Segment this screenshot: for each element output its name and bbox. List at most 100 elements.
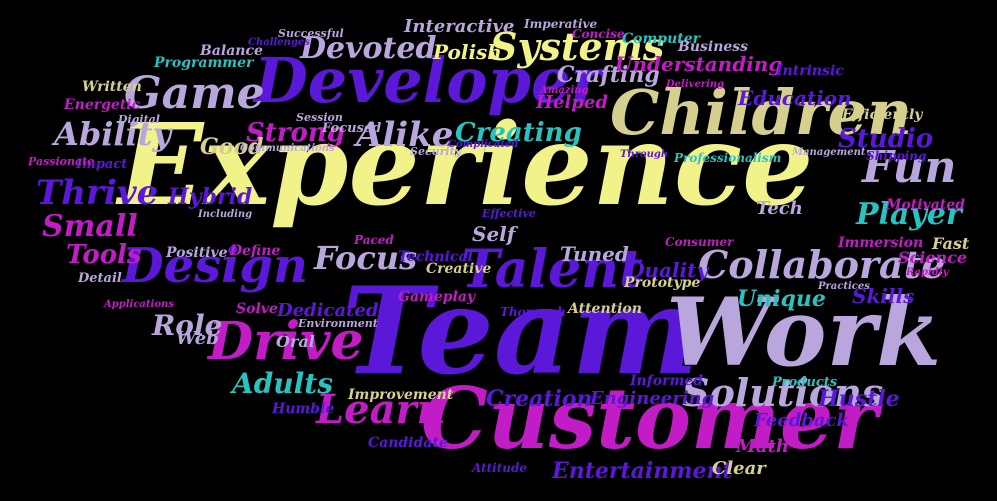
word-digital: Digital bbox=[118, 113, 160, 126]
word-security: Security bbox=[410, 145, 462, 158]
word-math: Math bbox=[736, 436, 789, 457]
word-skills: Skills bbox=[852, 284, 915, 308]
word-science: Science bbox=[898, 248, 968, 267]
word-imperative: Imperative bbox=[524, 17, 598, 31]
word-humble: Humble bbox=[272, 401, 335, 417]
word-amazing: Amazing bbox=[540, 85, 589, 96]
word-computer: Computer bbox=[622, 31, 701, 47]
word-paced: Paced bbox=[354, 233, 394, 247]
word-adults: Adults bbox=[232, 367, 333, 400]
word-developer: Developer bbox=[254, 44, 604, 117]
word-role: Role bbox=[152, 309, 223, 342]
word-passionate: Passionate bbox=[28, 155, 95, 168]
word-improvement: Improvement bbox=[348, 387, 454, 403]
word-successful: Successful bbox=[278, 27, 344, 40]
word-practices: Practices bbox=[818, 281, 870, 292]
word-customer: Customer bbox=[421, 369, 878, 468]
word-fast: Fast bbox=[932, 234, 970, 253]
word-communications: Communications bbox=[240, 143, 335, 154]
word-tech: Tech bbox=[756, 198, 803, 219]
word-systems: Systems bbox=[490, 24, 665, 69]
word-polish: Polish bbox=[433, 40, 502, 64]
word-good: Good bbox=[200, 134, 264, 160]
word-informed: Informed bbox=[630, 373, 703, 389]
word-studio: Studio bbox=[838, 124, 934, 154]
word-thorough: Thorough bbox=[500, 305, 566, 319]
word-written: Written bbox=[82, 79, 142, 95]
word-design: Design bbox=[122, 238, 308, 294]
word-creative: Creative bbox=[426, 261, 492, 277]
word-efficiently: Efficiently bbox=[842, 107, 923, 123]
word-creation: Creation bbox=[486, 386, 593, 412]
word-clear: Clear bbox=[712, 458, 766, 479]
word-understanding: Understanding bbox=[615, 52, 783, 76]
word-education: Education bbox=[738, 86, 852, 110]
word-learn: Learn bbox=[316, 386, 446, 433]
word-programmer: Programmer bbox=[154, 55, 254, 71]
word-crafting: Crafting bbox=[557, 62, 660, 88]
word-energetic: Energetic bbox=[64, 97, 141, 113]
word-solve: Solve bbox=[236, 301, 278, 317]
word-thrive: Thrive bbox=[36, 173, 159, 213]
word-strong: Strong bbox=[246, 118, 345, 148]
word-devoted: Devoted bbox=[300, 31, 437, 66]
word-unique: Unique bbox=[737, 286, 826, 312]
word-professionalism: Professionalism bbox=[674, 151, 782, 165]
word-team: Team bbox=[342, 261, 699, 402]
word-attention: Attention bbox=[568, 301, 642, 317]
word-player: Player bbox=[856, 197, 962, 232]
word-self: Self bbox=[472, 222, 516, 246]
word-gameplay: Gameplay bbox=[398, 289, 476, 305]
word-engineering: Engineering bbox=[590, 388, 715, 409]
word-entertainment: Entertainment bbox=[552, 458, 733, 484]
word-focus: Focus bbox=[314, 239, 418, 277]
word-solutions: Solutions bbox=[682, 370, 884, 415]
word-focused: Focused bbox=[322, 121, 382, 136]
word-oral: Oral bbox=[276, 332, 315, 351]
word-through: Through bbox=[620, 149, 669, 160]
word-consumer: Consumer bbox=[665, 235, 734, 249]
word-intrinsic: Intrinsic bbox=[776, 63, 844, 79]
word-technical: Technical bbox=[398, 249, 473, 265]
word-detail: Detail bbox=[78, 271, 122, 286]
word-quality: Quality bbox=[627, 258, 708, 282]
word-complicated: Complicated bbox=[448, 139, 519, 150]
word-concise: Concise bbox=[572, 27, 625, 41]
word-tuned: Tuned bbox=[560, 242, 629, 266]
word-including: Including bbox=[198, 209, 253, 220]
word-immersion: Immersion bbox=[838, 235, 924, 251]
word-game: Game bbox=[124, 68, 265, 119]
word-work: Work bbox=[666, 278, 942, 388]
word-management: Management bbox=[792, 147, 866, 158]
word-fun: Fun bbox=[862, 142, 957, 193]
word-challenges: Challenges bbox=[248, 37, 310, 48]
word-dedicated: Dedicated bbox=[277, 300, 379, 321]
word-helped: Helped bbox=[536, 92, 608, 113]
word-drive: Drive bbox=[208, 311, 364, 372]
word-effective: Effective bbox=[482, 207, 536, 220]
word-alike: Alike bbox=[356, 115, 454, 155]
word-rapidly: Rapidly bbox=[906, 267, 949, 278]
word-balance: Balance bbox=[200, 43, 263, 59]
word-small: Small bbox=[42, 209, 138, 244]
word-delivering: Delivering bbox=[666, 79, 725, 90]
word-interactive: Interactive bbox=[404, 16, 515, 37]
word-positive: Positive bbox=[166, 245, 228, 261]
word-talent: Talent bbox=[461, 239, 644, 300]
word-candidate: Candidate bbox=[368, 435, 448, 451]
word-session: Session bbox=[296, 111, 343, 124]
word-collaborate: Collaborate bbox=[698, 242, 946, 287]
word-web: Web bbox=[176, 328, 219, 349]
word-tools: Tools bbox=[66, 240, 142, 270]
word-shipping: Shipping bbox=[866, 149, 927, 163]
word-feedback: Feedback bbox=[754, 410, 849, 431]
word-ability: Ability bbox=[54, 115, 172, 153]
word-children: Children bbox=[610, 76, 913, 149]
word-business: Business bbox=[678, 39, 749, 55]
word-motivated: Motivated bbox=[886, 197, 965, 213]
word-define: Define bbox=[230, 243, 281, 259]
word-experience: Experience bbox=[118, 100, 814, 231]
word-environment: Environment bbox=[298, 317, 378, 330]
word-products: Products bbox=[772, 375, 838, 390]
